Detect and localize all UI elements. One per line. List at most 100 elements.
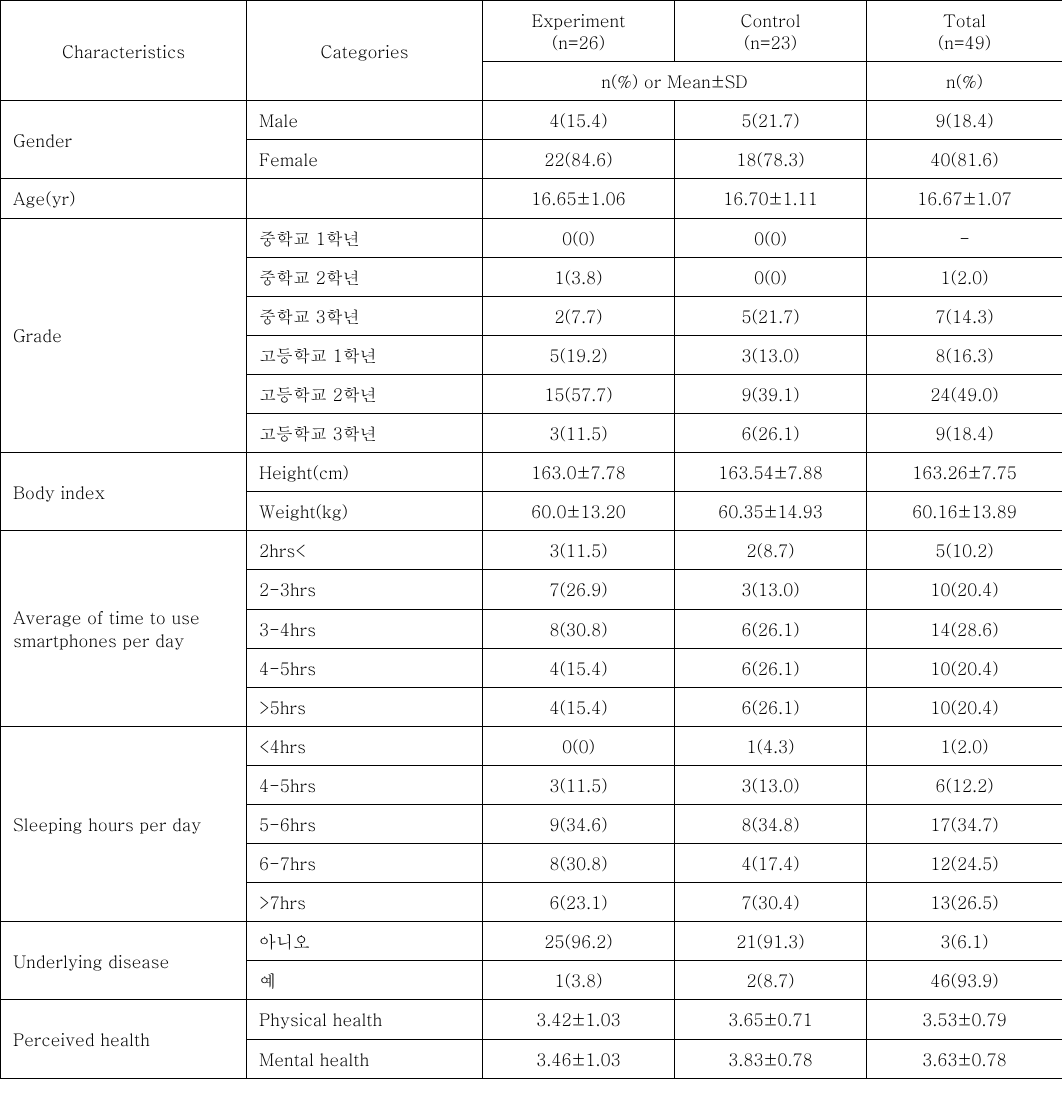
ctl-cell: 0(0) xyxy=(675,218,867,257)
table-row: Underlying disease 아니오 25(96.2) 21(91.3)… xyxy=(1,922,1062,961)
ctl-cell: 2(8.7) xyxy=(675,531,867,570)
tot-cell: 46(93.9) xyxy=(867,961,1062,1000)
header-total: Total (n=49) xyxy=(867,1,1062,62)
tot-cell: 5(10.2) xyxy=(867,531,1062,570)
cat-cell: 아니오 xyxy=(247,922,483,961)
ctl-cell: 6(26.1) xyxy=(675,609,867,648)
table-row: Gender Male 4(15.4) 5(21.7) 9(18.4) xyxy=(1,101,1062,140)
tot-cell: 13(26.5) xyxy=(867,883,1062,922)
cat-cell: 4-5hrs xyxy=(247,648,483,687)
exp-cell: 4(15.4) xyxy=(483,687,675,726)
ctl-cell: 5(21.7) xyxy=(675,296,867,335)
tot-cell: 24(49.0) xyxy=(867,374,1062,413)
exp-cell: 3(11.5) xyxy=(483,414,675,453)
ctl-cell: 163.54±7.88 xyxy=(675,453,867,492)
table-row: Grade 중학교 1학년 0(0) 0(0) - xyxy=(1,218,1062,257)
exp-cell: 1(3.8) xyxy=(483,257,675,296)
tot-cell: 1(2.0) xyxy=(867,257,1062,296)
cat-cell: >5hrs xyxy=(247,687,483,726)
exp-cell: 2(7.7) xyxy=(483,296,675,335)
tot-cell: 3.53±0.79 xyxy=(867,1000,1062,1039)
tot-cell: 7(14.3) xyxy=(867,296,1062,335)
exp-cell: 5(19.2) xyxy=(483,335,675,374)
cat-cell: 2-3hrs xyxy=(247,570,483,609)
tot-cell: 6(12.2) xyxy=(867,765,1062,804)
tot-cell: 3(6.1) xyxy=(867,922,1062,961)
ctl-cell: 2(8.7) xyxy=(675,961,867,1000)
exp-cell: 163.0±7.78 xyxy=(483,453,675,492)
table-row: Age(yr) 16.65±1.06 16.70±1.11 16.67±1.07 xyxy=(1,179,1062,218)
cat-cell: 중학교 3학년 xyxy=(247,296,483,335)
exp-cell: 3.42±1.03 xyxy=(483,1000,675,1039)
cat-cell: Male xyxy=(247,101,483,140)
tot-cell: 10(20.4) xyxy=(867,687,1062,726)
cat-cell: Physical health xyxy=(247,1000,483,1039)
cat-cell: 고등학교 3학년 xyxy=(247,414,483,453)
label-grade: Grade xyxy=(1,218,247,453)
label-perceived: Perceived health xyxy=(1,1000,247,1078)
tot-cell: 14(28.6) xyxy=(867,609,1062,648)
exp-cell: 3(11.5) xyxy=(483,765,675,804)
tot-cell: 9(18.4) xyxy=(867,101,1062,140)
tot-cell: 12(24.5) xyxy=(867,844,1062,883)
characteristics-table: Characteristics Categories Experiment (n… xyxy=(0,0,1062,1079)
tot-cell: 9(18.4) xyxy=(867,414,1062,453)
tot-cell: 16.67±1.07 xyxy=(867,179,1062,218)
cat-cell: 2hrs< xyxy=(247,531,483,570)
ctl-cell: 3(13.0) xyxy=(675,335,867,374)
cat-cell: 6-7hrs xyxy=(247,844,483,883)
exp-cell: 4(15.4) xyxy=(483,648,675,687)
tot-cell: 1(2.0) xyxy=(867,726,1062,765)
cat-cell: 중학교 1학년 xyxy=(247,218,483,257)
header-characteristics: Characteristics xyxy=(1,1,247,101)
ctl-cell: 3.83±0.78 xyxy=(675,1039,867,1078)
exp-cell: 15(57.7) xyxy=(483,374,675,413)
exp-cell: 3.46±1.03 xyxy=(483,1039,675,1078)
ctl-cell: 6(26.1) xyxy=(675,687,867,726)
cat-cell: Height(cm) xyxy=(247,453,483,492)
header-control: Control (n=23) xyxy=(675,1,867,62)
ctl-cell: 7(30.4) xyxy=(675,883,867,922)
ctl-cell: 6(26.1) xyxy=(675,414,867,453)
exp-cell: 16.65±1.06 xyxy=(483,179,675,218)
header-categories: Categories xyxy=(247,1,483,101)
ctl-cell: 18(78.3) xyxy=(675,140,867,179)
label-sleep: Sleeping hours per day xyxy=(1,726,247,921)
header-sub-mean: n(%) or Mean±SD xyxy=(483,62,867,101)
tot-cell: 10(20.4) xyxy=(867,648,1062,687)
tot-cell: 163.26±7.75 xyxy=(867,453,1062,492)
cat-cell: 예 xyxy=(247,961,483,1000)
ctl-cell: 4(17.4) xyxy=(675,844,867,883)
exp-cell: 8(30.8) xyxy=(483,609,675,648)
cat-cell: 5-6hrs xyxy=(247,804,483,843)
cat-cell: <4hrs xyxy=(247,726,483,765)
header-experiment: Experiment (n=26) xyxy=(483,1,675,62)
exp-cell: 6(23.1) xyxy=(483,883,675,922)
tot-cell: 3.63±0.78 xyxy=(867,1039,1062,1078)
cat-cell: 고등학교 1학년 xyxy=(247,335,483,374)
ctl-cell: 1(4.3) xyxy=(675,726,867,765)
cat-cell: Weight(kg) xyxy=(247,492,483,531)
ctl-cell: 8(34.8) xyxy=(675,804,867,843)
exp-cell: 9(34.6) xyxy=(483,804,675,843)
exp-cell: 0(0) xyxy=(483,726,675,765)
ctl-cell: 16.70±1.11 xyxy=(675,179,867,218)
table-row: Perceived health Physical health 3.42±1.… xyxy=(1,1000,1062,1039)
exp-cell: 8(30.8) xyxy=(483,844,675,883)
ctl-cell: 5(21.7) xyxy=(675,101,867,140)
ctl-cell: 60.35±14.93 xyxy=(675,492,867,531)
cat-cell xyxy=(247,179,483,218)
table-row: Body index Height(cm) 163.0±7.78 163.54±… xyxy=(1,453,1062,492)
tot-cell: - xyxy=(867,218,1062,257)
table-row: Average of time to use smartphones per d… xyxy=(1,531,1062,570)
ctl-cell: 3(13.0) xyxy=(675,570,867,609)
ctl-cell: 9(39.1) xyxy=(675,374,867,413)
tot-cell: 40(81.6) xyxy=(867,140,1062,179)
exp-cell: 7(26.9) xyxy=(483,570,675,609)
label-disease: Underlying disease xyxy=(1,922,247,1000)
exp-cell: 4(15.4) xyxy=(483,101,675,140)
header-sub-total: n(%) xyxy=(867,62,1062,101)
tot-cell: 10(20.4) xyxy=(867,570,1062,609)
label-age: Age(yr) xyxy=(1,179,247,218)
label-body: Body index xyxy=(1,453,247,531)
